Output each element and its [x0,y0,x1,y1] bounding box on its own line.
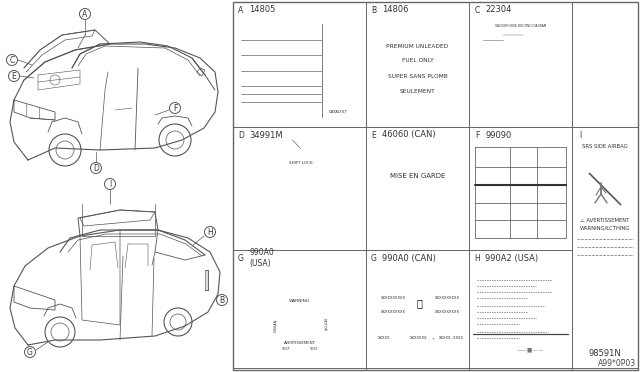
Text: F: F [173,104,177,113]
Circle shape [262,283,337,359]
FancyBboxPatch shape [373,21,462,118]
Bar [473,20,568,123]
Text: C: C [474,6,479,15]
Bar [374,149,461,238]
Bar [255,145,346,238]
Bar [483,42,502,62]
Bar [525,32,554,58]
Text: 98591N: 98591N [589,350,621,359]
Text: I: I [109,180,111,189]
Text: VACUUM HOSE ROUTING DIAGRAM: VACUUM HOSE ROUTING DIAGRAM [495,24,546,28]
Text: TEST: TEST [281,347,290,351]
Text: B: B [371,6,376,15]
Text: SUPER SANS PLOMB: SUPER SANS PLOMB [388,74,447,79]
Text: WARNING/ŁCTHING: WARNING/ŁCTHING [580,225,630,231]
Text: 14805: 14805 [249,6,275,15]
Text: XXXXXXXXXX: XXXXXXXXXX [381,310,406,314]
Bar [259,222,342,232]
Bar [296,323,303,329]
Text: ⚠ AVERTISSEMENT: ⚠ AVERTISSEMENT [580,218,630,222]
Text: A: A [83,10,88,19]
Text: G: G [371,254,377,263]
Text: WARNING: WARNING [289,299,310,303]
Circle shape [597,175,605,183]
Text: 34991M: 34991M [249,131,283,140]
Text: E: E [12,72,17,81]
Text: E: E [372,131,376,140]
Text: 14806: 14806 [382,6,408,15]
Circle shape [582,166,628,212]
Text: NISSAN: NISSAN [273,318,278,332]
Text: H: H [474,254,480,263]
Bar [259,169,342,179]
Text: 46060 (CAN): 46060 (CAN) [382,131,436,140]
Bar [419,195,445,213]
Text: C: C [10,56,15,65]
Text: XXXXXXXXXX: XXXXXXXXXX [435,296,460,301]
Text: SHIFT LOCK: SHIFT LOCK [289,161,312,165]
Text: MOTOR: MOTOR [321,318,326,331]
Bar [573,250,638,251]
Text: AVERTISSEMENT: AVERTISSEMENT [284,341,316,345]
Bar [205,270,208,290]
Bar [233,2,638,370]
Text: F: F [475,131,479,140]
Bar [241,24,354,117]
Text: H: H [207,228,213,237]
Text: 990A2 (USA): 990A2 (USA) [485,253,538,263]
Text: XXXXX-XXXX: XXXXX-XXXX [439,336,465,340]
Text: XXXXXXX: XXXXXXX [410,336,428,340]
Text: A: A [238,6,244,15]
Text: SRS SIDE AIRBAG: SRS SIDE AIRBAG [582,144,628,150]
Text: 22304: 22304 [485,6,511,15]
Text: CATALYST: CATALYST [329,110,348,114]
Bar [475,147,566,238]
Text: D: D [93,164,99,173]
Bar [370,272,465,360]
Text: XXXXXXXXXX: XXXXXXXXXX [381,296,406,301]
Text: 990A0
(USA): 990A0 (USA) [249,248,274,268]
Bar [473,272,568,358]
Text: SEULEMENT: SEULEMENT [400,89,435,94]
Bar [483,34,516,70]
Text: B: B [220,296,225,305]
Text: 99090: 99090 [485,131,511,140]
Text: A99*0P03: A99*0P03 [598,359,636,368]
Circle shape [269,291,330,351]
Text: 🚗: 🚗 [417,298,422,308]
Bar [477,29,564,116]
Text: ——■——: ——■—— [516,347,543,353]
Text: XXXXX: XXXXX [378,336,390,340]
Text: +: + [432,336,435,340]
Text: MISE EN GARDE: MISE EN GARDE [390,173,445,179]
Text: G: G [27,348,33,357]
Text: TEST: TEST [309,347,318,351]
Text: FUEL ONLY: FUEL ONLY [402,58,433,63]
Circle shape [291,312,308,330]
Text: G: G [238,254,244,263]
Text: I: I [579,131,581,140]
Text: D: D [238,131,244,140]
Text: 990A0 (CAN): 990A0 (CAN) [382,253,436,263]
Text: XXXXXXXXXX: XXXXXXXXXX [435,310,460,314]
Text: PREMIUM UNLEADED: PREMIUM UNLEADED [387,44,449,49]
